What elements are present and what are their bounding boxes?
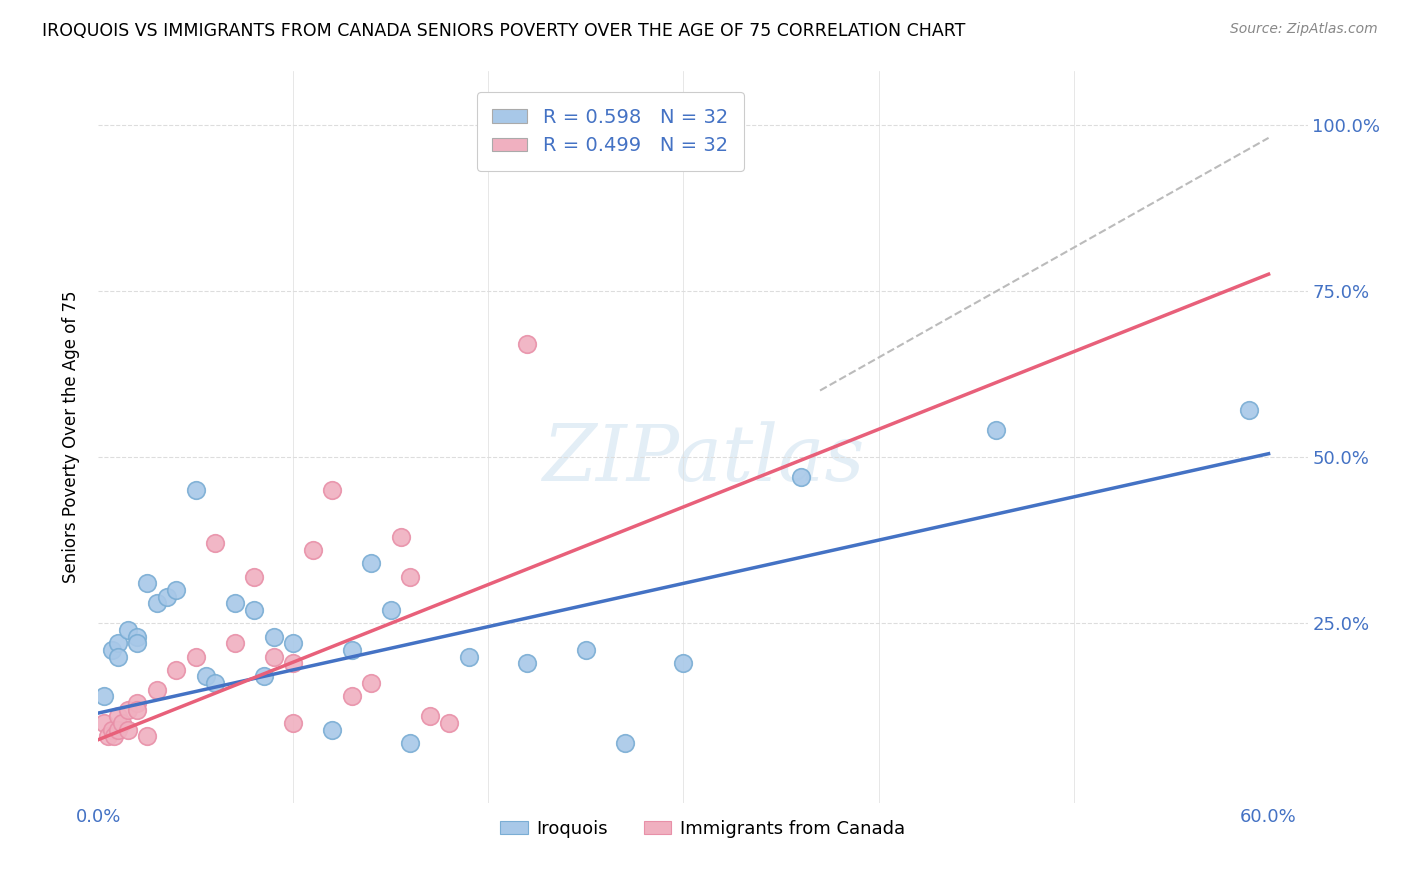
Point: [340, 643, 363, 657]
Point: [111, 716, 134, 731]
Point: [204, 676, 226, 690]
Point: [253, 669, 276, 683]
Point: [184, 649, 207, 664]
Point: [127, 630, 149, 644]
Point: [204, 536, 226, 550]
Point: [321, 483, 343, 498]
Point: [789, 470, 811, 484]
Point: [93, 690, 115, 704]
Point: [224, 596, 246, 610]
Point: [984, 424, 1007, 438]
Point: [283, 636, 305, 650]
Point: [165, 663, 187, 677]
Point: [575, 643, 598, 657]
Point: [93, 716, 115, 731]
Point: [127, 636, 149, 650]
Point: [101, 723, 124, 737]
Point: [136, 729, 159, 743]
Point: [156, 590, 179, 604]
Y-axis label: Seniors Poverty Over the Age of 75: Seniors Poverty Over the Age of 75: [62, 291, 80, 583]
Point: [672, 137, 695, 152]
Point: [146, 596, 169, 610]
Point: [672, 656, 695, 670]
Point: [439, 716, 461, 731]
Point: [127, 696, 149, 710]
Point: [263, 649, 285, 664]
Point: [399, 570, 422, 584]
Point: [360, 676, 382, 690]
Point: [107, 709, 129, 723]
Point: [146, 682, 169, 697]
Point: [117, 623, 139, 637]
Point: [224, 636, 246, 650]
Point: [127, 703, 149, 717]
Point: [107, 723, 129, 737]
Point: [243, 570, 266, 584]
Point: [360, 557, 382, 571]
Point: [575, 137, 598, 152]
Legend: Iroquois, Immigrants from Canada: Iroquois, Immigrants from Canada: [494, 813, 912, 845]
Point: [107, 649, 129, 664]
Point: [97, 729, 120, 743]
Point: [136, 576, 159, 591]
Point: [243, 603, 266, 617]
Text: ZIPatlas: ZIPatlas: [541, 421, 865, 497]
Point: [117, 723, 139, 737]
Point: [516, 656, 538, 670]
Point: [194, 669, 217, 683]
Point: [321, 723, 343, 737]
Point: [283, 716, 305, 731]
Point: [389, 530, 412, 544]
Point: [165, 582, 187, 597]
Point: [516, 337, 538, 351]
Point: [614, 736, 637, 750]
Point: [101, 643, 124, 657]
Point: [380, 603, 402, 617]
Text: Source: ZipAtlas.com: Source: ZipAtlas.com: [1230, 22, 1378, 37]
Text: IROQUOIS VS IMMIGRANTS FROM CANADA SENIORS POVERTY OVER THE AGE OF 75 CORRELATIO: IROQUOIS VS IMMIGRANTS FROM CANADA SENIO…: [42, 22, 966, 40]
Point: [340, 690, 363, 704]
Point: [107, 636, 129, 650]
Point: [283, 656, 305, 670]
Point: [419, 709, 441, 723]
Point: [103, 729, 125, 743]
Point: [117, 703, 139, 717]
Point: [302, 543, 325, 558]
Point: [458, 649, 481, 664]
Point: [399, 736, 422, 750]
Point: [184, 483, 207, 498]
Point: [263, 630, 285, 644]
Point: [1237, 403, 1260, 417]
